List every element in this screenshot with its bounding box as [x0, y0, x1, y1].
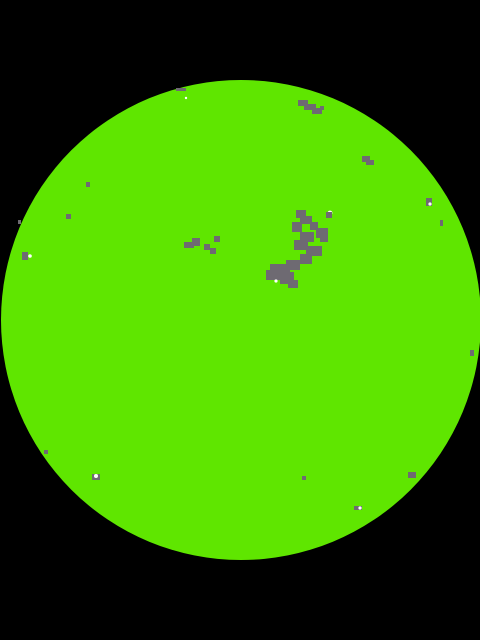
- solar-disk: [1, 80, 480, 560]
- active-region-right: [362, 156, 374, 165]
- speck-main-1: [274, 279, 278, 283]
- active-region-dot-a: [326, 212, 332, 218]
- limb-specks: [18, 88, 474, 510]
- active-region-upper-right: [298, 100, 324, 114]
- active-region-left: [184, 236, 220, 254]
- active-region-main: [266, 210, 328, 288]
